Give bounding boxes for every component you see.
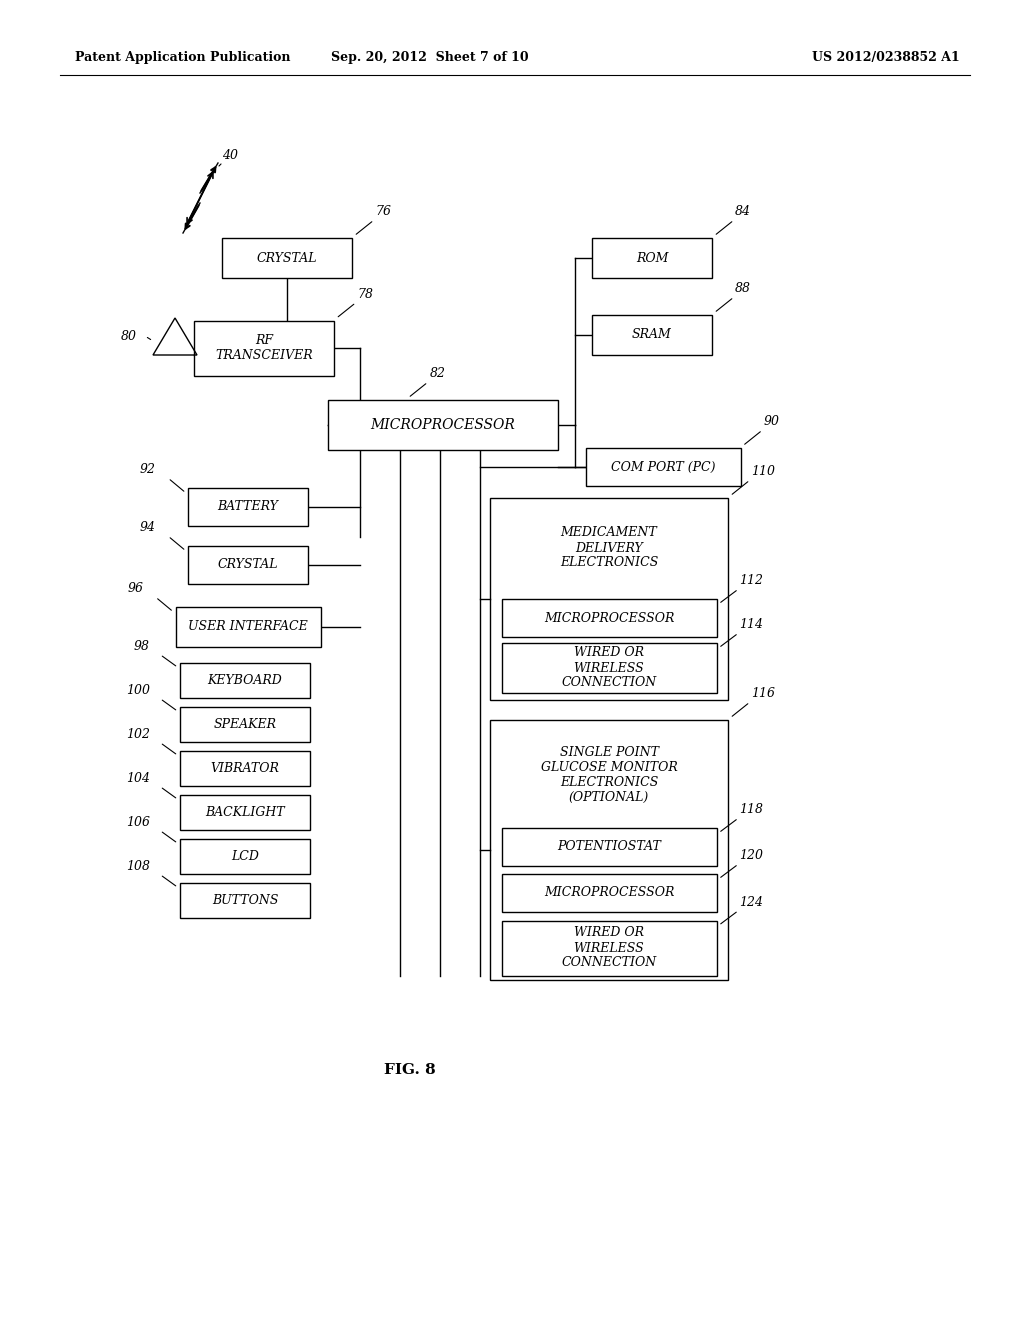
Text: MICROPROCESSOR: MICROPROCESSOR — [544, 611, 674, 624]
Text: POTENTIOSTAT: POTENTIOSTAT — [557, 841, 660, 854]
Bar — [502, 828, 717, 866]
Bar — [194, 321, 334, 375]
Text: CRYSTAL: CRYSTAL — [257, 252, 317, 264]
Bar — [180, 795, 310, 829]
Text: 96: 96 — [128, 582, 143, 595]
Bar — [188, 488, 308, 525]
Text: COM PORT (PC): COM PORT (PC) — [610, 461, 715, 474]
Text: 98: 98 — [134, 639, 150, 652]
Bar — [586, 447, 740, 486]
Text: 76: 76 — [375, 205, 391, 218]
Text: 100: 100 — [126, 684, 150, 697]
Text: SINGLE POINT
GLUCOSE MONITOR
ELECTRONICS
(OPTIONAL): SINGLE POINT GLUCOSE MONITOR ELECTRONICS… — [541, 746, 677, 804]
Text: WIRED OR
WIRELESS
CONNECTION: WIRED OR WIRELESS CONNECTION — [561, 927, 656, 969]
Text: 40: 40 — [222, 149, 238, 162]
Bar — [180, 883, 310, 917]
Bar — [180, 706, 310, 742]
Text: 102: 102 — [126, 727, 150, 741]
Text: MEDICAMENT
DELIVERY
ELECTRONICS: MEDICAMENT DELIVERY ELECTRONICS — [560, 527, 658, 569]
Text: 94: 94 — [140, 521, 156, 535]
Text: Patent Application Publication: Patent Application Publication — [75, 50, 291, 63]
Bar — [222, 238, 352, 279]
Bar — [592, 238, 712, 279]
Bar — [490, 719, 728, 979]
Bar — [175, 607, 321, 647]
Text: 82: 82 — [430, 367, 446, 380]
Text: BACKLIGHT: BACKLIGHT — [205, 805, 285, 818]
Text: 88: 88 — [735, 282, 751, 294]
Bar — [502, 920, 717, 975]
Text: CRYSTAL: CRYSTAL — [218, 558, 279, 572]
Text: 108: 108 — [126, 859, 150, 873]
Text: 110: 110 — [751, 465, 775, 478]
Text: 116: 116 — [751, 686, 775, 700]
Text: US 2012/0238852 A1: US 2012/0238852 A1 — [812, 50, 961, 63]
Text: BUTTONS: BUTTONS — [212, 894, 279, 907]
Bar — [188, 546, 308, 583]
Bar — [490, 498, 728, 700]
Text: 106: 106 — [126, 816, 150, 829]
Text: WIRED OR
WIRELESS
CONNECTION: WIRED OR WIRELESS CONNECTION — [561, 647, 656, 689]
Text: 124: 124 — [739, 895, 764, 908]
Bar — [180, 751, 310, 785]
Text: 120: 120 — [739, 849, 764, 862]
Bar — [180, 663, 310, 697]
Text: Sep. 20, 2012  Sheet 7 of 10: Sep. 20, 2012 Sheet 7 of 10 — [331, 50, 528, 63]
Text: 92: 92 — [140, 463, 156, 477]
Bar — [502, 599, 717, 638]
Bar — [502, 643, 717, 693]
Text: USER INTERFACE: USER INTERFACE — [188, 620, 308, 634]
Text: 118: 118 — [739, 803, 764, 816]
Text: 112: 112 — [739, 574, 764, 587]
Text: 114: 114 — [739, 618, 764, 631]
Bar — [502, 874, 717, 912]
Text: 80: 80 — [121, 330, 137, 342]
Text: SPEAKER: SPEAKER — [213, 718, 276, 730]
Text: BATTERY: BATTERY — [217, 500, 279, 513]
Text: 90: 90 — [764, 414, 779, 428]
Text: 78: 78 — [357, 288, 373, 301]
Text: 84: 84 — [735, 205, 751, 218]
Text: VIBRATOR: VIBRATOR — [211, 762, 280, 775]
Text: RF
TRANSCEIVER: RF TRANSCEIVER — [215, 334, 312, 362]
Text: KEYBOARD: KEYBOARD — [208, 673, 283, 686]
Text: ROM: ROM — [636, 252, 669, 264]
Bar — [328, 400, 558, 450]
Text: MICROPROCESSOR: MICROPROCESSOR — [544, 887, 674, 899]
Text: MICROPROCESSOR: MICROPROCESSOR — [371, 418, 515, 432]
Text: SRAM: SRAM — [632, 329, 672, 342]
Bar — [180, 838, 310, 874]
Text: LCD: LCD — [231, 850, 259, 862]
Text: 104: 104 — [126, 771, 150, 784]
Text: FIG. 8: FIG. 8 — [384, 1063, 436, 1077]
Bar — [592, 315, 712, 355]
